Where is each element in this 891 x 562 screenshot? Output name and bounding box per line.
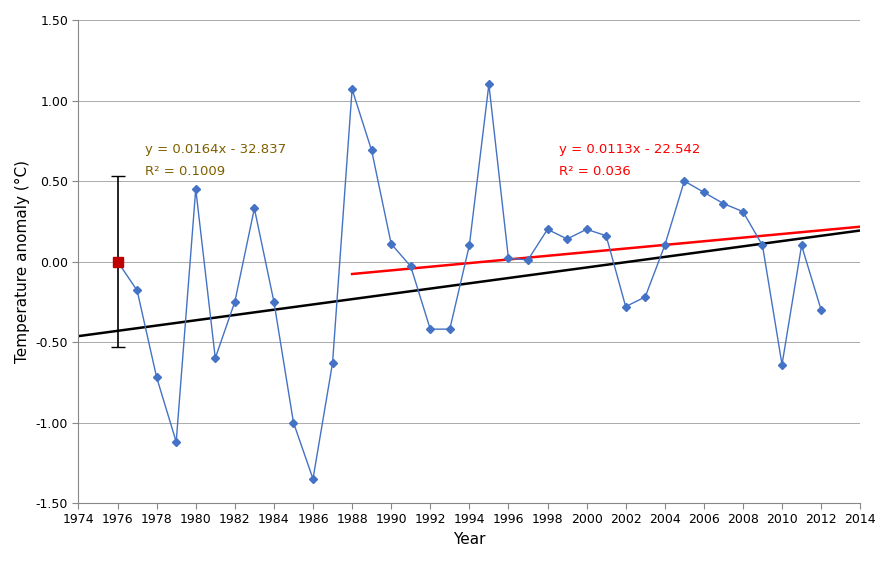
Text: y = 0.0164x - 32.837: y = 0.0164x - 32.837 <box>145 143 286 156</box>
Y-axis label: Temperature anomaly (°C): Temperature anomaly (°C) <box>15 160 30 363</box>
Text: R² = 0.036: R² = 0.036 <box>560 165 631 178</box>
Text: R² = 0.1009: R² = 0.1009 <box>145 165 225 178</box>
Text: y = 0.0113x - 22.542: y = 0.0113x - 22.542 <box>560 143 700 156</box>
X-axis label: Year: Year <box>454 532 486 547</box>
